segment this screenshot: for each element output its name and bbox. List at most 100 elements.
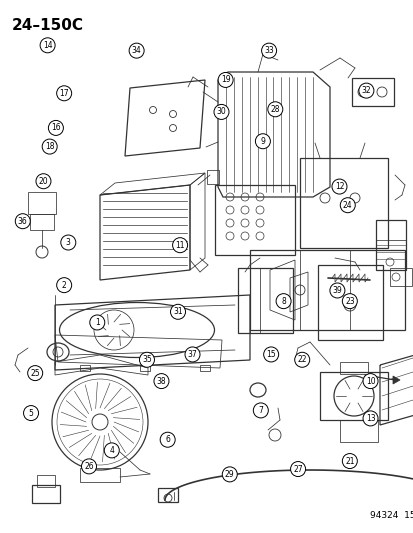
Text: 29: 29 bbox=[224, 470, 234, 479]
Text: 94324  150: 94324 150 bbox=[369, 511, 413, 520]
Circle shape bbox=[90, 315, 104, 330]
Text: 38: 38 bbox=[156, 377, 166, 385]
Circle shape bbox=[339, 198, 354, 213]
Bar bbox=[389, 268, 411, 286]
Text: 12: 12 bbox=[334, 182, 343, 191]
Text: 2: 2 bbox=[62, 281, 66, 289]
Text: 23: 23 bbox=[344, 297, 354, 305]
Circle shape bbox=[92, 414, 108, 430]
Text: 28: 28 bbox=[270, 105, 279, 114]
Circle shape bbox=[290, 462, 305, 477]
Text: 18: 18 bbox=[45, 142, 54, 151]
Circle shape bbox=[42, 139, 57, 154]
Text: 39: 39 bbox=[332, 286, 342, 295]
Circle shape bbox=[329, 283, 344, 298]
Circle shape bbox=[214, 104, 228, 119]
Circle shape bbox=[81, 459, 96, 474]
Text: 33: 33 bbox=[263, 46, 273, 55]
Circle shape bbox=[48, 120, 63, 135]
Text: 15: 15 bbox=[266, 350, 275, 359]
Text: 25: 25 bbox=[30, 369, 40, 377]
Circle shape bbox=[253, 403, 268, 418]
Circle shape bbox=[61, 235, 76, 250]
Circle shape bbox=[222, 467, 237, 482]
Text: 17: 17 bbox=[59, 89, 69, 98]
Text: 1: 1 bbox=[95, 318, 100, 327]
Bar bbox=[140, 365, 150, 371]
Circle shape bbox=[267, 102, 282, 117]
Text: 9: 9 bbox=[260, 137, 265, 146]
Bar bbox=[206, 170, 218, 184]
Bar bbox=[30, 214, 54, 230]
Text: 26: 26 bbox=[84, 462, 94, 471]
Text: 31: 31 bbox=[173, 308, 183, 316]
Circle shape bbox=[160, 432, 175, 447]
Circle shape bbox=[104, 443, 119, 458]
Text: 22: 22 bbox=[297, 356, 306, 364]
Circle shape bbox=[218, 72, 233, 87]
Circle shape bbox=[275, 294, 290, 309]
Circle shape bbox=[57, 278, 71, 293]
Circle shape bbox=[36, 174, 51, 189]
Circle shape bbox=[358, 83, 373, 98]
Bar bbox=[214, 185, 294, 255]
Text: 4: 4 bbox=[109, 446, 114, 455]
Circle shape bbox=[362, 374, 377, 389]
Circle shape bbox=[139, 352, 154, 367]
Circle shape bbox=[342, 454, 356, 469]
Bar bbox=[249, 250, 404, 330]
Text: 37: 37 bbox=[187, 350, 197, 359]
Polygon shape bbox=[392, 376, 399, 384]
Bar bbox=[339, 362, 367, 374]
Text: 11: 11 bbox=[175, 241, 184, 249]
Circle shape bbox=[24, 406, 38, 421]
Circle shape bbox=[57, 86, 71, 101]
Circle shape bbox=[185, 347, 199, 362]
Circle shape bbox=[342, 294, 356, 309]
Circle shape bbox=[40, 38, 55, 53]
Text: 13: 13 bbox=[365, 414, 375, 423]
Bar bbox=[375, 220, 405, 270]
Bar bbox=[351, 78, 393, 106]
Text: 36: 36 bbox=[18, 217, 28, 225]
Circle shape bbox=[261, 43, 276, 58]
Circle shape bbox=[172, 238, 187, 253]
Text: 8: 8 bbox=[280, 297, 285, 305]
Text: 35: 35 bbox=[142, 356, 152, 364]
Text: 24–150C: 24–150C bbox=[12, 18, 84, 33]
Circle shape bbox=[28, 366, 43, 381]
Bar bbox=[317, 265, 382, 340]
Text: 27: 27 bbox=[292, 465, 302, 473]
Circle shape bbox=[15, 214, 30, 229]
Circle shape bbox=[294, 352, 309, 367]
Text: 24: 24 bbox=[342, 201, 352, 209]
Bar bbox=[299, 158, 387, 248]
Text: 19: 19 bbox=[220, 76, 230, 84]
Text: 30: 30 bbox=[216, 108, 226, 116]
Bar bbox=[158, 488, 178, 502]
Circle shape bbox=[362, 411, 377, 426]
Bar bbox=[319, 372, 387, 420]
Text: 10: 10 bbox=[365, 377, 375, 385]
Circle shape bbox=[331, 179, 346, 194]
Bar bbox=[80, 365, 90, 371]
Text: 14: 14 bbox=[43, 41, 52, 50]
Bar bbox=[80, 468, 120, 482]
Bar bbox=[37, 475, 55, 487]
Circle shape bbox=[255, 134, 270, 149]
Text: 16: 16 bbox=[51, 124, 61, 132]
Text: 34: 34 bbox=[131, 46, 141, 55]
Text: 6: 6 bbox=[165, 435, 170, 444]
Circle shape bbox=[263, 347, 278, 362]
Circle shape bbox=[129, 43, 144, 58]
Circle shape bbox=[170, 304, 185, 319]
Text: 21: 21 bbox=[344, 457, 354, 465]
Bar bbox=[237, 268, 292, 333]
Bar bbox=[199, 365, 209, 371]
Text: 5: 5 bbox=[28, 409, 33, 417]
Text: 3: 3 bbox=[66, 238, 71, 247]
Circle shape bbox=[154, 374, 169, 389]
Text: 32: 32 bbox=[361, 86, 370, 95]
Text: 20: 20 bbox=[38, 177, 48, 185]
Bar bbox=[32, 485, 60, 503]
